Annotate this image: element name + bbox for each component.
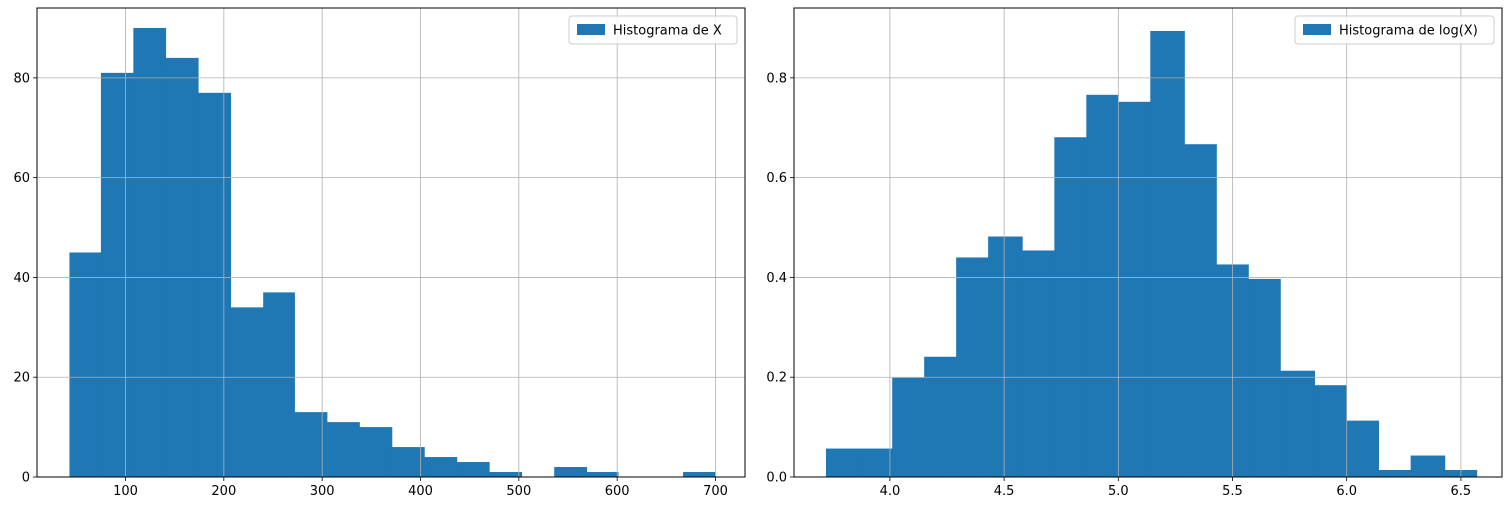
axes-frame bbox=[793, 7, 1503, 478]
histogram-bar bbox=[988, 236, 1023, 477]
legend-swatch bbox=[577, 24, 605, 35]
legend-swatch bbox=[1303, 24, 1331, 35]
histogram-bar bbox=[456, 462, 490, 477]
legend-box bbox=[568, 15, 738, 45]
histogram-bar bbox=[327, 422, 360, 477]
histogram-bar bbox=[956, 257, 989, 477]
histogram-bar bbox=[391, 447, 425, 477]
x-tick-label: 6.5 bbox=[1451, 484, 1472, 499]
legend-label: Histograma de log(X) bbox=[1339, 24, 1478, 39]
histogram-bar bbox=[1314, 385, 1347, 477]
histogram-bar bbox=[1086, 94, 1119, 478]
histogram-bar bbox=[1410, 455, 1446, 477]
y-tick-label: 40 bbox=[13, 271, 30, 286]
y-tick-label: 0.8 bbox=[766, 71, 787, 86]
x-tick-label: 5.0 bbox=[1108, 484, 1129, 499]
histogram-bar bbox=[1378, 470, 1411, 477]
histogram-bar bbox=[198, 92, 232, 477]
legend: Histograma de X bbox=[568, 15, 738, 45]
x-tick-label: 600 bbox=[605, 484, 630, 499]
histogram-bar bbox=[683, 472, 716, 477]
histogram-bar bbox=[1248, 278, 1281, 477]
histogram-bar bbox=[133, 27, 167, 477]
histogram-bar bbox=[489, 472, 523, 477]
histogram-bar bbox=[1280, 370, 1316, 477]
histogram-bar bbox=[1184, 144, 1217, 477]
legend-label: Histograma de X bbox=[613, 24, 722, 39]
histogram-bar bbox=[1150, 30, 1185, 478]
histogram-bar bbox=[230, 307, 264, 477]
y-tick-label: 0.0 bbox=[766, 471, 787, 486]
x-tick-label: 700 bbox=[703, 484, 728, 499]
x-tick-label: 4.5 bbox=[994, 484, 1015, 499]
histogram-bar bbox=[1346, 420, 1379, 477]
histogram-bar bbox=[825, 448, 859, 477]
histogram-bar bbox=[263, 292, 295, 477]
histogram-bar bbox=[924, 356, 957, 477]
histogram-bar bbox=[1054, 137, 1087, 477]
histogram-bar bbox=[359, 427, 393, 477]
bars bbox=[825, 30, 1478, 478]
histogram-bar bbox=[424, 457, 458, 477]
x-tick-label: 500 bbox=[506, 484, 531, 499]
y-tick-label: 0.2 bbox=[766, 371, 787, 386]
y-tick-label: 0 bbox=[22, 471, 30, 486]
x-tick-label: 6.0 bbox=[1336, 484, 1357, 499]
axes-frame bbox=[36, 7, 746, 478]
x-tick-label: 5.5 bbox=[1222, 484, 1243, 499]
histogram-bar bbox=[1022, 250, 1055, 477]
histogram-bar bbox=[69, 252, 102, 477]
x-tick-label: 100 bbox=[113, 484, 138, 499]
histogram-bar bbox=[1118, 101, 1151, 478]
x-tick-label: 4.0 bbox=[880, 484, 901, 499]
histogram-bar bbox=[100, 72, 134, 478]
histogram-bar bbox=[857, 448, 893, 477]
x-tick-label: 400 bbox=[408, 484, 433, 499]
y-tick-label: 0.6 bbox=[766, 171, 787, 186]
y-tick-label: 0.4 bbox=[766, 271, 787, 286]
histogram-x-panel: 100 200 300 400 500 600 700 0 20 40 60 80 Histograma… bbox=[13, 7, 746, 499]
histogram-bar bbox=[892, 377, 925, 477]
y-axis-ticks: 0 20 40 60 80 bbox=[13, 71, 37, 486]
bars bbox=[69, 27, 716, 478]
y-tick-label: 80 bbox=[13, 71, 30, 86]
x-axis-ticks: 4.0 4.5 5.0 5.5 6.0 6.5 bbox=[880, 477, 1472, 499]
histogram-bar bbox=[554, 467, 587, 477]
legend-box bbox=[1294, 15, 1495, 45]
histogram-logx-panel: 4.0 4.5 5.0 5.5 6.0 6.5 0.0 0.2 0.4 0.6 0.8 Histogr… bbox=[766, 7, 1503, 499]
histogram-bar bbox=[586, 472, 619, 477]
y-tick-label: 20 bbox=[13, 371, 30, 386]
x-axis-ticks: 100 200 300 400 500 600 700 bbox=[113, 477, 728, 499]
x-tick-label: 300 bbox=[310, 484, 335, 499]
legend: Histograma de log(X) bbox=[1294, 15, 1495, 45]
x-tick-label: 200 bbox=[211, 484, 236, 499]
y-tick-label: 60 bbox=[13, 171, 30, 186]
y-axis-ticks: 0.0 0.2 0.4 0.6 0.8 bbox=[766, 71, 794, 486]
histogram-bar bbox=[165, 57, 199, 477]
